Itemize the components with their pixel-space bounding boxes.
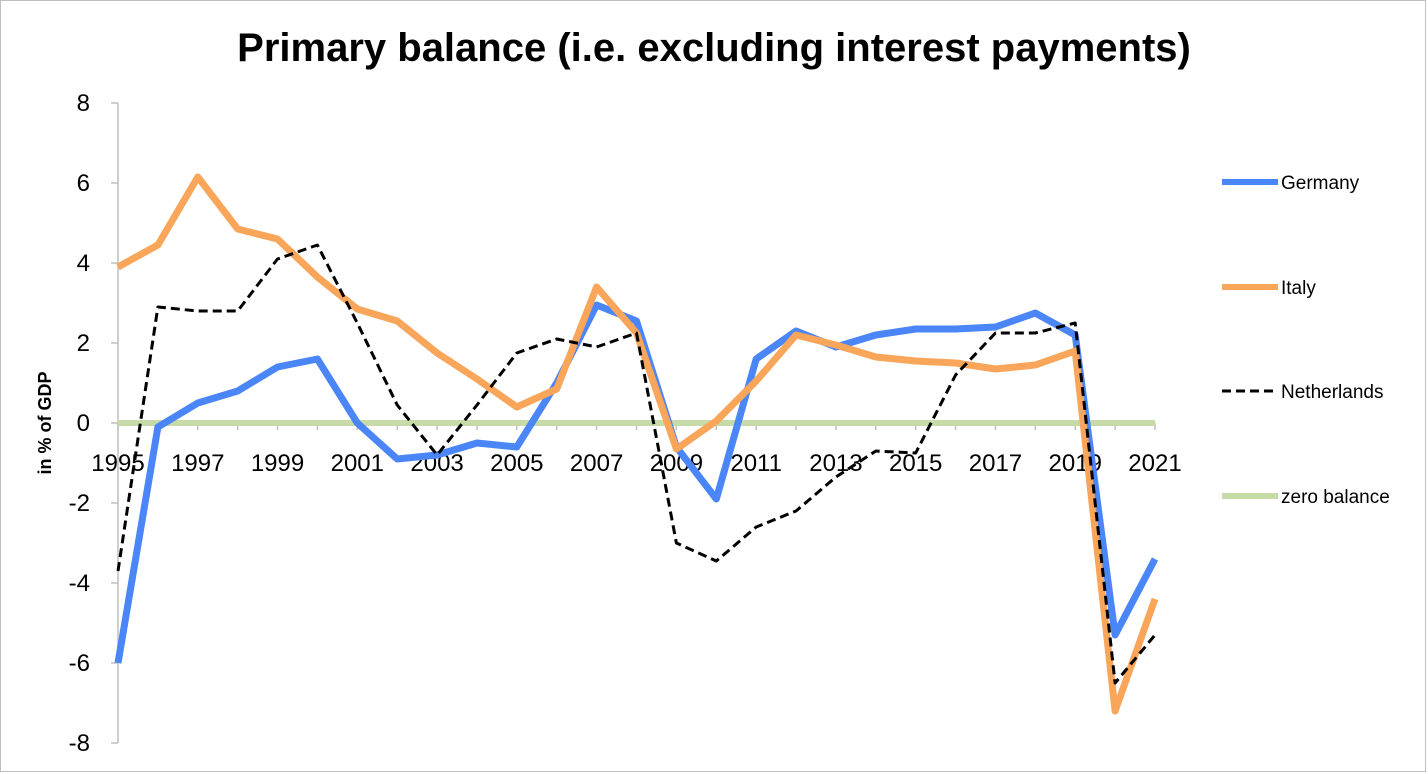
y-tick-label: 6: [77, 170, 90, 197]
chart-title: Primary balance (i.e. excluding interest…: [237, 26, 1191, 70]
x-tick-label: 2021: [1128, 450, 1181, 477]
series-line-germany: [114, 301, 1159, 664]
legend-label: Netherlands: [1281, 382, 1383, 403]
x-tick-label: 1999: [251, 450, 304, 477]
y-tick-label: 4: [77, 250, 90, 277]
x-tick-label: 2007: [570, 450, 623, 477]
x-tick-label: 2001: [331, 450, 384, 477]
y-tick-label: -8: [69, 730, 90, 757]
y-tick-label: -2: [69, 490, 90, 517]
x-tick-label: 2011: [730, 450, 782, 477]
legend-label: Germany: [1281, 173, 1360, 194]
y-tick-label: -4: [69, 570, 90, 597]
x-tick-label: 2013: [809, 450, 862, 477]
series-line-italy: [116, 173, 1159, 715]
legend: Germany Italy Netherlands zero balance: [1222, 173, 1390, 508]
y-tick-label: -6: [69, 650, 90, 677]
legend-label: Italy: [1281, 278, 1316, 299]
legend-label: zero balance: [1281, 487, 1390, 508]
x-tick-label: 2017: [969, 450, 1022, 477]
series-layer: [114, 173, 1159, 715]
series-line-netherlands: [116, 243, 1157, 685]
y-tick-label: 2: [77, 330, 90, 357]
y-axis-label: in % of GDP: [35, 372, 55, 475]
x-tick-label: 2005: [490, 450, 543, 477]
x-tick-label: 1997: [171, 450, 224, 477]
y-tick-label: 8: [77, 90, 90, 117]
y-tick-label: 0: [77, 410, 90, 437]
x-tick-label: 2015: [889, 450, 942, 477]
